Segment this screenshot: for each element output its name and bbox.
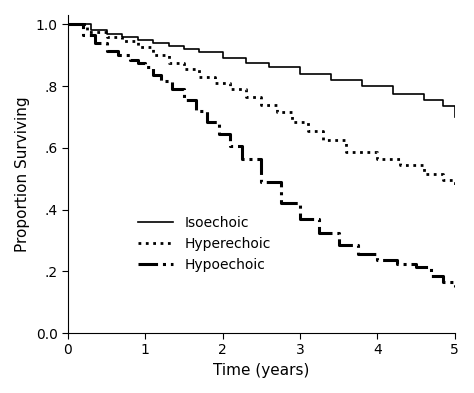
Hyperechoic (344, 150, 349, 155)
Isoechoic (328, 71, 334, 76)
Isoechoic (88, 22, 94, 27)
Y-axis label: Proportion Surviving: Proportion Surviving (15, 96, 30, 252)
Hyperechoic (150, 45, 156, 50)
Hyperechoic (274, 110, 280, 115)
Isoechoic (197, 50, 202, 54)
Isoechoic (243, 61, 249, 65)
Hypoechoic (81, 33, 86, 37)
Isoechoic (220, 56, 226, 61)
Hypoechoic (92, 33, 98, 37)
Hyperechoic (104, 34, 109, 39)
Hyperechoic (452, 178, 457, 182)
Hyperechoic (150, 53, 156, 57)
Isoechoic (104, 31, 109, 36)
Hypoechoic (317, 217, 322, 221)
Hyperechoic (374, 150, 380, 155)
Hyperechoic (119, 39, 125, 44)
Hyperechoic (320, 129, 326, 133)
Hyperechoic (374, 156, 380, 161)
Hyperechoic (421, 172, 427, 176)
Hyperechoic (135, 45, 140, 50)
Hypoechoic (297, 217, 303, 221)
Hyperechoic (421, 162, 427, 167)
Isoechoic (421, 92, 427, 96)
Hypoechoic (150, 65, 156, 70)
Isoechoic (65, 22, 71, 27)
Isoechoic (452, 104, 457, 108)
Hyperechoic (258, 94, 264, 99)
Line: Hypoechoic: Hypoechoic (68, 24, 455, 287)
Isoechoic (390, 92, 396, 96)
Isoechoic (266, 65, 272, 70)
Hyperechoic (165, 61, 171, 65)
Hyperechoic (452, 185, 457, 190)
Hyperechoic (398, 156, 403, 161)
Isoechoic (440, 104, 446, 108)
Isoechoic (104, 28, 109, 33)
Isoechoic (165, 40, 171, 45)
Isoechoic (440, 97, 446, 102)
Isoechoic (119, 34, 125, 39)
Hyperechoic (197, 67, 202, 72)
Isoechoic (297, 65, 303, 70)
Hyperechoic (305, 129, 310, 133)
Isoechoic (359, 84, 365, 88)
Isoechoic (452, 114, 457, 119)
Hyperechoic (243, 94, 249, 99)
Hyperechoic (398, 162, 403, 167)
Hyperechoic (440, 172, 446, 176)
Line: Isoechoic: Isoechoic (68, 24, 455, 117)
Hyperechoic (258, 102, 264, 107)
X-axis label: Time (years): Time (years) (213, 363, 310, 378)
Hyperechoic (212, 74, 218, 79)
Isoechoic (328, 77, 334, 82)
Hyperechoic (135, 39, 140, 44)
Isoechoic (266, 61, 272, 65)
Hyperechoic (228, 81, 233, 85)
Isoechoic (165, 44, 171, 48)
Isoechoic (390, 84, 396, 88)
Hyperechoic (84, 29, 90, 34)
Hyperechoic (440, 178, 446, 182)
Hyperechoic (274, 102, 280, 107)
Hyperechoic (290, 119, 295, 124)
Isoechoic (150, 40, 156, 45)
Isoechoic (359, 77, 365, 82)
Hyperechoic (165, 53, 171, 57)
Isoechoic (421, 97, 427, 102)
Isoechoic (181, 47, 187, 51)
Isoechoic (88, 28, 94, 33)
Isoechoic (297, 71, 303, 76)
Hyperechoic (84, 22, 90, 27)
Hyperechoic (290, 110, 295, 115)
Hyperechoic (181, 61, 187, 65)
Isoechoic (197, 47, 202, 51)
Legend: Isoechoic, Hyperechoic, Hypoechoic: Isoechoic, Hyperechoic, Hypoechoic (133, 211, 276, 277)
Hyperechoic (197, 74, 202, 79)
Isoechoic (243, 56, 249, 61)
Hypoechoic (193, 108, 199, 113)
Line: Hyperechoic: Hyperechoic (68, 24, 455, 188)
Isoechoic (181, 44, 187, 48)
Hyperechoic (65, 22, 71, 27)
Isoechoic (220, 50, 226, 54)
Hyperechoic (320, 138, 326, 142)
Isoechoic (135, 34, 140, 39)
Hyperechoic (305, 119, 310, 124)
Isoechoic (135, 37, 140, 42)
Hyperechoic (243, 87, 249, 92)
Isoechoic (119, 31, 125, 36)
Isoechoic (150, 37, 156, 42)
Hyperechoic (344, 138, 349, 142)
Hypoechoic (65, 22, 71, 27)
Hyperechoic (228, 87, 233, 92)
Hyperechoic (119, 34, 125, 39)
Hyperechoic (212, 81, 218, 85)
Hyperechoic (181, 67, 187, 72)
Hyperechoic (104, 29, 109, 34)
Hypoechoic (452, 285, 457, 289)
